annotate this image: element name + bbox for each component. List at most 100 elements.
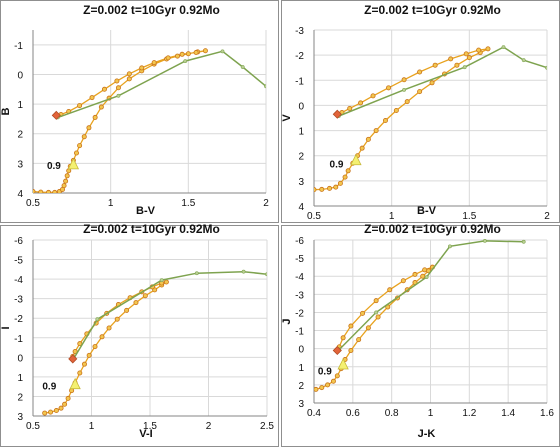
chart-title: Z=0.002 t=10Gyr 0.92Mo <box>83 3 220 17</box>
model-point <box>360 310 366 316</box>
y-tick-label: -4 <box>14 275 23 286</box>
x-tick-label: 0.5 <box>26 421 40 432</box>
model-point <box>73 150 79 156</box>
chart-panel-1: 0.5 1 1.5 2 -1 0 1 2 3 4 Z=0.002 t=10Gyr 0.92Mo B-V… <box>0 0 279 223</box>
model-point <box>81 361 87 367</box>
comparison-point <box>264 84 266 89</box>
model-point <box>387 287 393 293</box>
panel-border <box>281 225 560 447</box>
model-point <box>340 335 346 341</box>
x-tick-label: 1.2 <box>462 408 476 419</box>
start-marker <box>51 110 61 120</box>
y-tick-label: 3 <box>298 399 304 410</box>
chart-title: Z=0.002 t=10Gyr 0.92Mo <box>83 222 220 236</box>
comparison-point <box>183 59 188 64</box>
comparison-point <box>462 65 467 70</box>
model-point <box>48 409 54 415</box>
model-point <box>133 300 139 306</box>
y-axis-label: B <box>0 107 12 115</box>
x-tick-label: 2.5 <box>260 421 274 432</box>
model-point <box>319 385 325 391</box>
x-tick-label: 1.5 <box>143 421 157 432</box>
x-tick-label: 1 <box>108 198 114 209</box>
model-point <box>334 373 340 379</box>
y-axis-label: V <box>281 114 293 122</box>
model-point <box>65 395 71 401</box>
x-tick-label: 1 <box>428 408 434 419</box>
chart-panel-3: 0.5 1 1.5 2 2.5 -6 -5 -4 -3 -2 -1 0 1 2 3 Z=0.002 t=10G… <box>0 222 279 447</box>
annotation-label: 0.9 <box>42 382 56 393</box>
model-point <box>454 62 460 68</box>
model-point <box>417 89 423 95</box>
model-point <box>77 103 83 109</box>
model-point <box>139 65 145 71</box>
model-point <box>358 100 364 106</box>
model-point <box>165 55 171 61</box>
model-point <box>382 118 388 124</box>
y-tick-label: 4 <box>298 202 304 213</box>
model-point <box>86 125 92 131</box>
model-track-line <box>315 266 433 391</box>
start-marker <box>68 354 78 364</box>
model-point <box>375 314 381 320</box>
triangle-marker <box>69 377 81 390</box>
model-point <box>432 62 438 68</box>
model-point <box>476 47 482 53</box>
comparison-point <box>241 269 246 274</box>
model-point <box>314 386 319 392</box>
x-axis-label: V-I <box>139 428 152 440</box>
y-tick-label: -3 <box>14 295 23 306</box>
y-tick-label: -5 <box>295 254 304 265</box>
model-point <box>386 85 392 91</box>
chart-panel-4: 0.4 0.6 0.8 1 1.2 1.4 1.6 -6 -5 -4 -3 -2 -1 0 1 2 3 Z=0.0… <box>281 222 560 447</box>
comparison-track-line <box>338 46 547 117</box>
model-point <box>356 337 362 343</box>
model-point <box>115 85 121 91</box>
model-point <box>412 271 418 277</box>
model-point <box>92 344 98 350</box>
model-point <box>193 50 199 56</box>
y-tick-label: -2 <box>14 314 23 325</box>
comparison-point <box>116 93 121 98</box>
x-tick-label: 1.5 <box>181 198 195 209</box>
comparison-point <box>521 239 526 244</box>
model-point <box>114 316 120 322</box>
y-tick-label: 3 <box>17 412 23 423</box>
y-tick-label: -2 <box>295 308 304 319</box>
panel-border <box>0 225 279 447</box>
chart-panel-2: 0.5 1 1.5 2 -3 -2 -1 0 1 2 3 4 Z=0.002 t=10Gyr 0.92M… <box>281 0 560 223</box>
comparison-point <box>265 272 267 277</box>
model-point <box>89 95 95 101</box>
comparison-point <box>402 87 406 92</box>
plot-area <box>314 45 547 193</box>
start-marker <box>332 345 342 356</box>
y-tick-label: 2 <box>298 381 304 392</box>
triangle-marker <box>337 358 349 370</box>
x-tick-label: 0.6 <box>346 408 360 419</box>
model-point <box>77 143 83 149</box>
model-point <box>404 99 410 105</box>
triangle-marker <box>67 157 80 170</box>
start-marker <box>332 109 342 119</box>
y-tick-label: 1 <box>298 363 304 374</box>
y-tick-label: -6 <box>295 236 304 247</box>
model-point <box>46 189 52 193</box>
model-point <box>52 189 58 193</box>
y-tick-label: -5 <box>14 256 23 267</box>
model-point <box>126 71 132 77</box>
comparison-point <box>95 317 100 322</box>
model-point <box>422 267 428 273</box>
y-tick-label: 3 <box>17 159 23 170</box>
x-tick-label: 0.8 <box>385 408 399 419</box>
model-point <box>348 347 354 353</box>
comparison-point <box>545 65 547 70</box>
chart-title: Z=0.002 t=10Gyr 0.92Mo <box>364 222 501 236</box>
panel-border <box>0 0 279 223</box>
y-tick-label: 4 <box>17 189 23 200</box>
model-point <box>337 180 343 186</box>
model-point <box>142 293 148 299</box>
model-point <box>66 168 72 174</box>
y-tick-label: -6 <box>14 236 23 247</box>
model-point <box>86 352 92 358</box>
